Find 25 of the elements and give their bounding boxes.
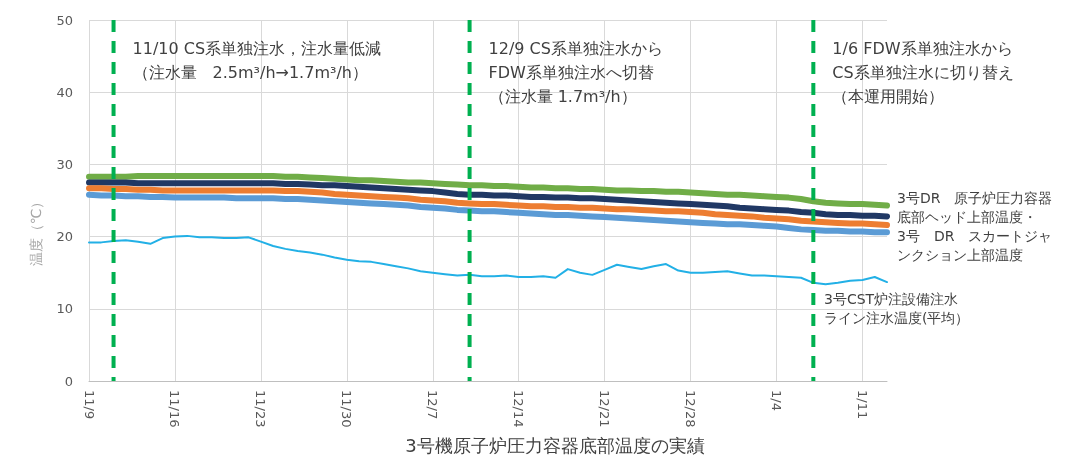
y-tick-label: 40 — [56, 84, 73, 100]
x-tick-label: 11/23 — [253, 390, 269, 428]
x-tick-label: 12/21 — [597, 390, 613, 428]
annotation: 1/6 FDW系単独注水からCS系単独注水に切り替え（本運用開始） — [832, 38, 1014, 106]
y-tick-label: 20 — [56, 229, 73, 245]
y-tick-label: 50 — [56, 12, 73, 28]
annotation: 11/10 CS系単独注水，注水量低減（注水量 2.5m³/h→1.7m³/h） — [132, 38, 382, 82]
x-tick-label: 12/14 — [511, 390, 527, 428]
x-tick-label: 1/11 — [854, 390, 870, 420]
x-tick-label: 12/7 — [425, 390, 441, 420]
x-tick-label: 1/4 — [769, 390, 785, 411]
y-tick-label: 30 — [56, 156, 73, 172]
x-tick-label: 11/30 — [339, 390, 355, 428]
x-tick-label: 12/28 — [683, 390, 699, 428]
text: 3号 DR スカートジャンクション上部温度 — [897, 227, 1053, 263]
x-tick-label: 11/16 — [167, 390, 183, 428]
line-series — [88, 234, 888, 286]
text: 3号機原子炉圧力容器底部温度の実績 — [405, 434, 705, 456]
annotation: 12/9 CS系単独注水からFDW系単独注水へ切替（注水量 1.7m³/h） — [488, 38, 663, 106]
text: 3号DR 原子炉圧力容器底部ヘッド上部温度・ — [897, 189, 1053, 225]
y-axis-title: 温度（℃） — [28, 194, 44, 267]
y-tick-label: 0 — [64, 373, 73, 389]
x-tick-label: 11/9 — [81, 390, 97, 420]
y-tick-label: 10 — [56, 301, 73, 317]
series-label: 3号CST炉注設備注水ライン注水温度(平均） — [824, 290, 970, 326]
